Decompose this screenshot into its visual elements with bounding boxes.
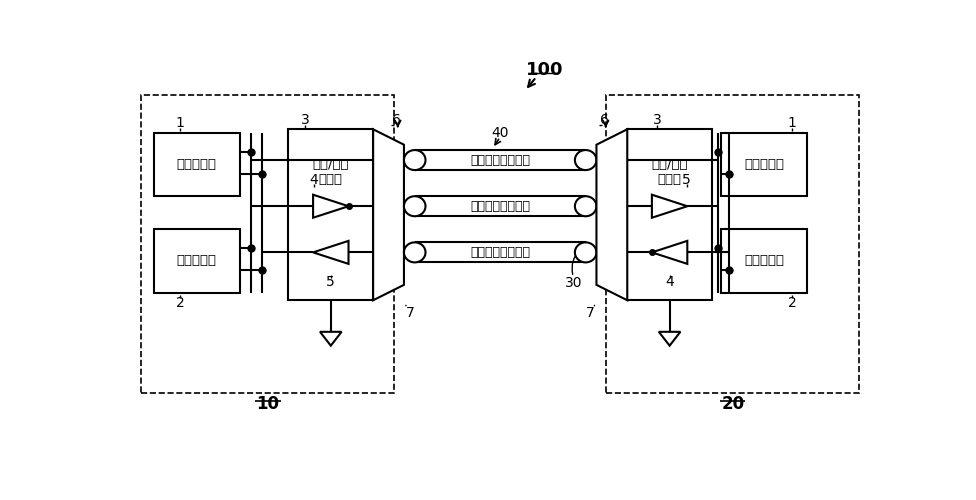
Bar: [142, 94, 394, 393]
Text: 5: 5: [682, 173, 691, 187]
Polygon shape: [652, 194, 687, 218]
Ellipse shape: [404, 196, 426, 216]
Text: 7: 7: [586, 306, 594, 320]
Text: 40: 40: [492, 126, 508, 140]
Text: 2: 2: [788, 296, 796, 310]
Text: 20: 20: [721, 395, 745, 413]
Bar: [415, 196, 586, 216]
Text: 3: 3: [653, 113, 662, 127]
Polygon shape: [652, 241, 687, 264]
Bar: [153, 230, 240, 292]
Text: 输入/输出
电路块: 输入/输出 电路块: [651, 158, 688, 186]
Bar: [415, 242, 586, 262]
Text: 100: 100: [526, 61, 563, 79]
Bar: [289, 130, 373, 300]
Text: 功能电路块: 功能电路块: [177, 254, 217, 268]
Text: 6: 6: [391, 113, 401, 127]
Ellipse shape: [404, 242, 426, 262]
Bar: [721, 230, 807, 292]
Text: 6: 6: [599, 113, 609, 127]
Polygon shape: [313, 194, 348, 218]
Ellipse shape: [575, 242, 596, 262]
Bar: [153, 133, 240, 196]
Bar: [415, 150, 586, 170]
Bar: [628, 130, 712, 300]
Text: 2: 2: [176, 296, 184, 310]
Ellipse shape: [404, 150, 426, 170]
Text: 差分信号传输线路: 差分信号传输线路: [470, 246, 530, 259]
Bar: [721, 133, 807, 196]
Polygon shape: [659, 332, 680, 345]
Text: 4: 4: [666, 274, 674, 288]
Text: 电源电路块: 电源电路块: [745, 158, 785, 171]
Text: 功能电路块: 功能电路块: [745, 254, 785, 268]
Text: 电源电路块: 电源电路块: [177, 158, 217, 171]
Text: 1: 1: [788, 116, 796, 130]
Text: 4: 4: [309, 173, 318, 187]
Polygon shape: [320, 332, 342, 345]
Ellipse shape: [575, 150, 596, 170]
Text: 差分信号传输线路: 差分信号传输线路: [470, 200, 530, 212]
Text: 30: 30: [564, 276, 582, 290]
Text: 电源地对传输线路: 电源地对传输线路: [470, 154, 530, 166]
Text: 5: 5: [326, 274, 335, 288]
Text: 7: 7: [406, 306, 415, 320]
Polygon shape: [373, 130, 404, 300]
Text: 3: 3: [301, 113, 309, 127]
Text: 10: 10: [256, 395, 279, 413]
Text: 1: 1: [176, 116, 184, 130]
Ellipse shape: [575, 196, 596, 216]
Polygon shape: [596, 130, 628, 300]
Text: 输入/输出
电路块: 输入/输出 电路块: [312, 158, 349, 186]
Bar: [606, 94, 859, 393]
Polygon shape: [313, 241, 348, 264]
